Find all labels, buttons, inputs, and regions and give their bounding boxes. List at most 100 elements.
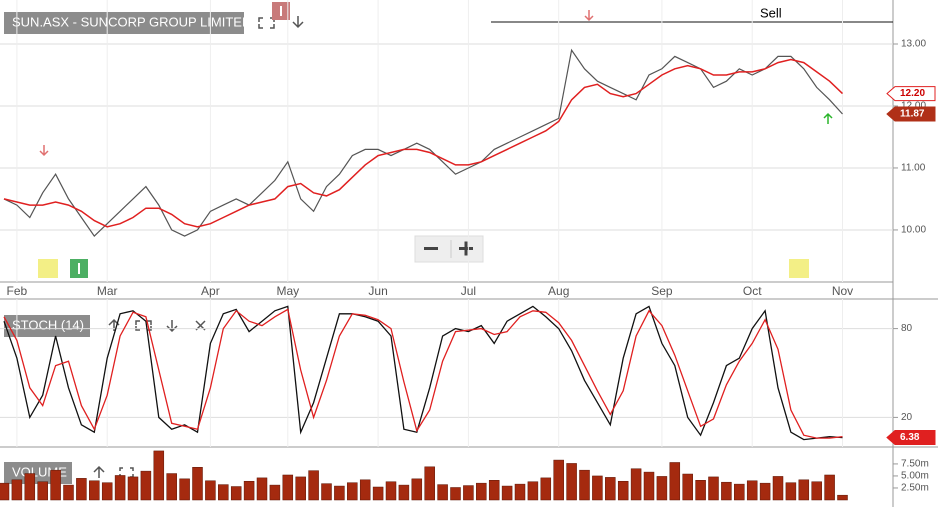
volume-bar (605, 477, 616, 501)
volume-bar (269, 484, 281, 501)
volume-bar (256, 477, 268, 501)
volume-bar (0, 482, 10, 501)
volume-bar (424, 466, 435, 501)
volume-bar (514, 483, 526, 501)
volume-bar (708, 476, 719, 501)
volume-bar (682, 473, 693, 501)
y-tick-label: 11.00 (901, 163, 926, 174)
y-tick-label: 10.00 (901, 225, 926, 236)
volume-bar (359, 479, 371, 501)
info-icon (280, 6, 282, 16)
price-tag-label: 6.38 (900, 432, 920, 443)
annotation: Sell (760, 5, 782, 20)
volume-bar (553, 459, 564, 501)
volume-bar (218, 484, 229, 501)
signal-arrow (39, 145, 49, 157)
volume-bar (656, 476, 668, 501)
volume-bar (308, 470, 319, 501)
zoom-out-button[interactable] (424, 247, 438, 250)
volume-bar (450, 487, 461, 501)
signal-arrow (584, 10, 594, 22)
volume-bar (669, 462, 681, 501)
price-tag-label: 11.87 (900, 109, 925, 120)
volume-bar (153, 450, 165, 501)
stoch-title: STOCH (14) (12, 317, 84, 332)
volume-bar (114, 475, 126, 501)
y-tick-label: 5.00m (901, 471, 929, 482)
series-line (3, 308, 843, 439)
title-box (4, 315, 90, 337)
volume-bar (798, 479, 810, 501)
x-tick-label: Nov (832, 284, 853, 298)
volume-bar (592, 475, 603, 501)
x-tick-label: Jun (368, 284, 387, 298)
volume-bar (721, 481, 732, 501)
x-tick-label: Mar (97, 284, 118, 298)
volume-bar (37, 481, 48, 501)
volume-bar (695, 480, 706, 501)
volume-bar (63, 484, 74, 501)
y-tick-label: 2.50m (901, 483, 929, 494)
series-line (3, 48, 843, 238)
volume-bar (166, 473, 177, 501)
volume-bar (463, 485, 474, 501)
volume-bar (89, 480, 100, 501)
y-tick-label: 80 (901, 323, 913, 334)
note-icon[interactable] (38, 259, 58, 278)
chart-title: SUN.ASX - SUNCORP GROUP LIMITED (12, 14, 251, 29)
price-tag (886, 430, 936, 446)
volume-bar (617, 480, 629, 501)
volume-bar (566, 463, 577, 501)
x-tick-label: Oct (743, 284, 762, 298)
info-icon (78, 263, 80, 274)
volume-bar (811, 481, 822, 501)
volume-bar (372, 486, 384, 501)
volume-bar (295, 476, 306, 501)
volume-bar (630, 468, 642, 501)
volume-bar (785, 482, 797, 501)
note-icon[interactable] (789, 259, 809, 278)
y-tick-label: 7.50m (901, 459, 929, 470)
volume-bar (243, 480, 255, 501)
volume-bar (50, 469, 61, 501)
price-tag (886, 106, 936, 122)
volume-bar (192, 467, 203, 501)
x-tick-label: May (276, 284, 299, 298)
volume-bar (179, 478, 190, 501)
volume-bar (540, 477, 552, 501)
volume-bar (24, 473, 36, 501)
volume-bar (230, 486, 242, 501)
x-tick-label: Sep (651, 284, 673, 298)
x-tick-label: Aug (548, 284, 569, 298)
series-line (3, 305, 843, 441)
series-line (3, 58, 844, 228)
volume-bar (824, 474, 835, 501)
volume-bar (140, 470, 152, 501)
volume-bar (734, 483, 745, 501)
volume-bar (205, 480, 216, 501)
volume-bar (127, 476, 139, 501)
volume-bar (746, 480, 758, 501)
volume-bar (501, 485, 513, 501)
y-tick-label: 13.00 (901, 39, 926, 50)
volume-bar (837, 494, 848, 501)
volume-bar (759, 482, 771, 501)
volume-bar (476, 482, 487, 501)
volume-bar (398, 484, 410, 501)
volume-bar (411, 478, 423, 501)
volume-bar (282, 474, 294, 501)
x-tick-label: Jul (461, 284, 476, 298)
price-tag (886, 86, 936, 102)
y-tick-label: 12.00 (901, 101, 926, 112)
volume-bar (321, 483, 332, 501)
volume-bar (772, 476, 784, 501)
volume-bar (488, 480, 500, 501)
x-tick-label: Feb (7, 284, 28, 298)
volume-bar (437, 484, 448, 501)
volume-bar (385, 481, 397, 501)
price-tag-label: 12.20 (900, 88, 925, 99)
volume-bar (334, 485, 345, 501)
zoom-in-button[interactable] (459, 241, 473, 256)
volume-bar (579, 469, 590, 501)
